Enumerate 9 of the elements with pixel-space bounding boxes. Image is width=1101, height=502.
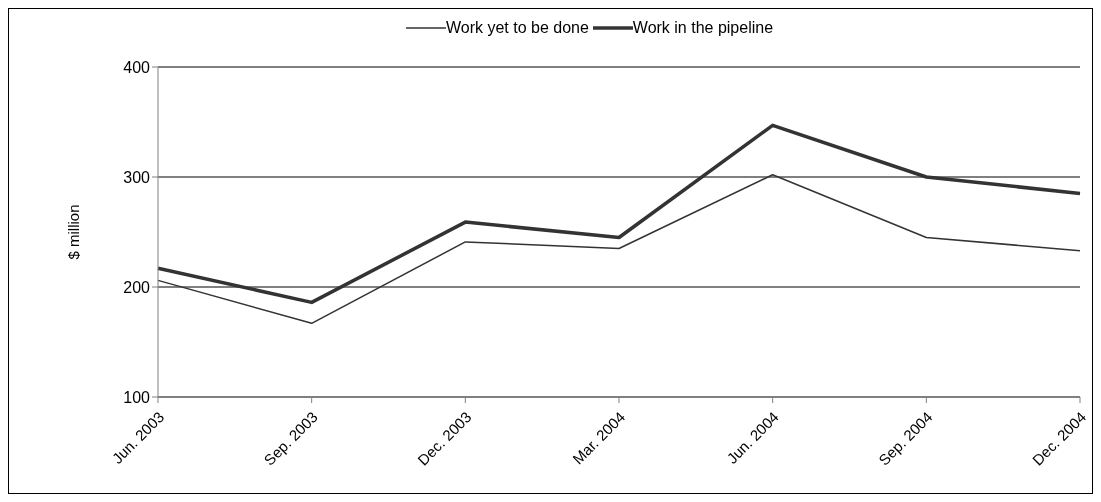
legend-label: Work in the pipeline [632,19,774,37]
y-tick-label: 200 [123,278,151,296]
y-tick-label: 400 [123,58,151,76]
y-axis-title: $ million [65,204,83,260]
line-series [157,174,1081,325]
y-tick-label: 100 [123,388,151,406]
y-tick-label: 300 [123,168,151,186]
legend-label: Work yet to be done [445,19,589,37]
line-series [156,123,1082,305]
